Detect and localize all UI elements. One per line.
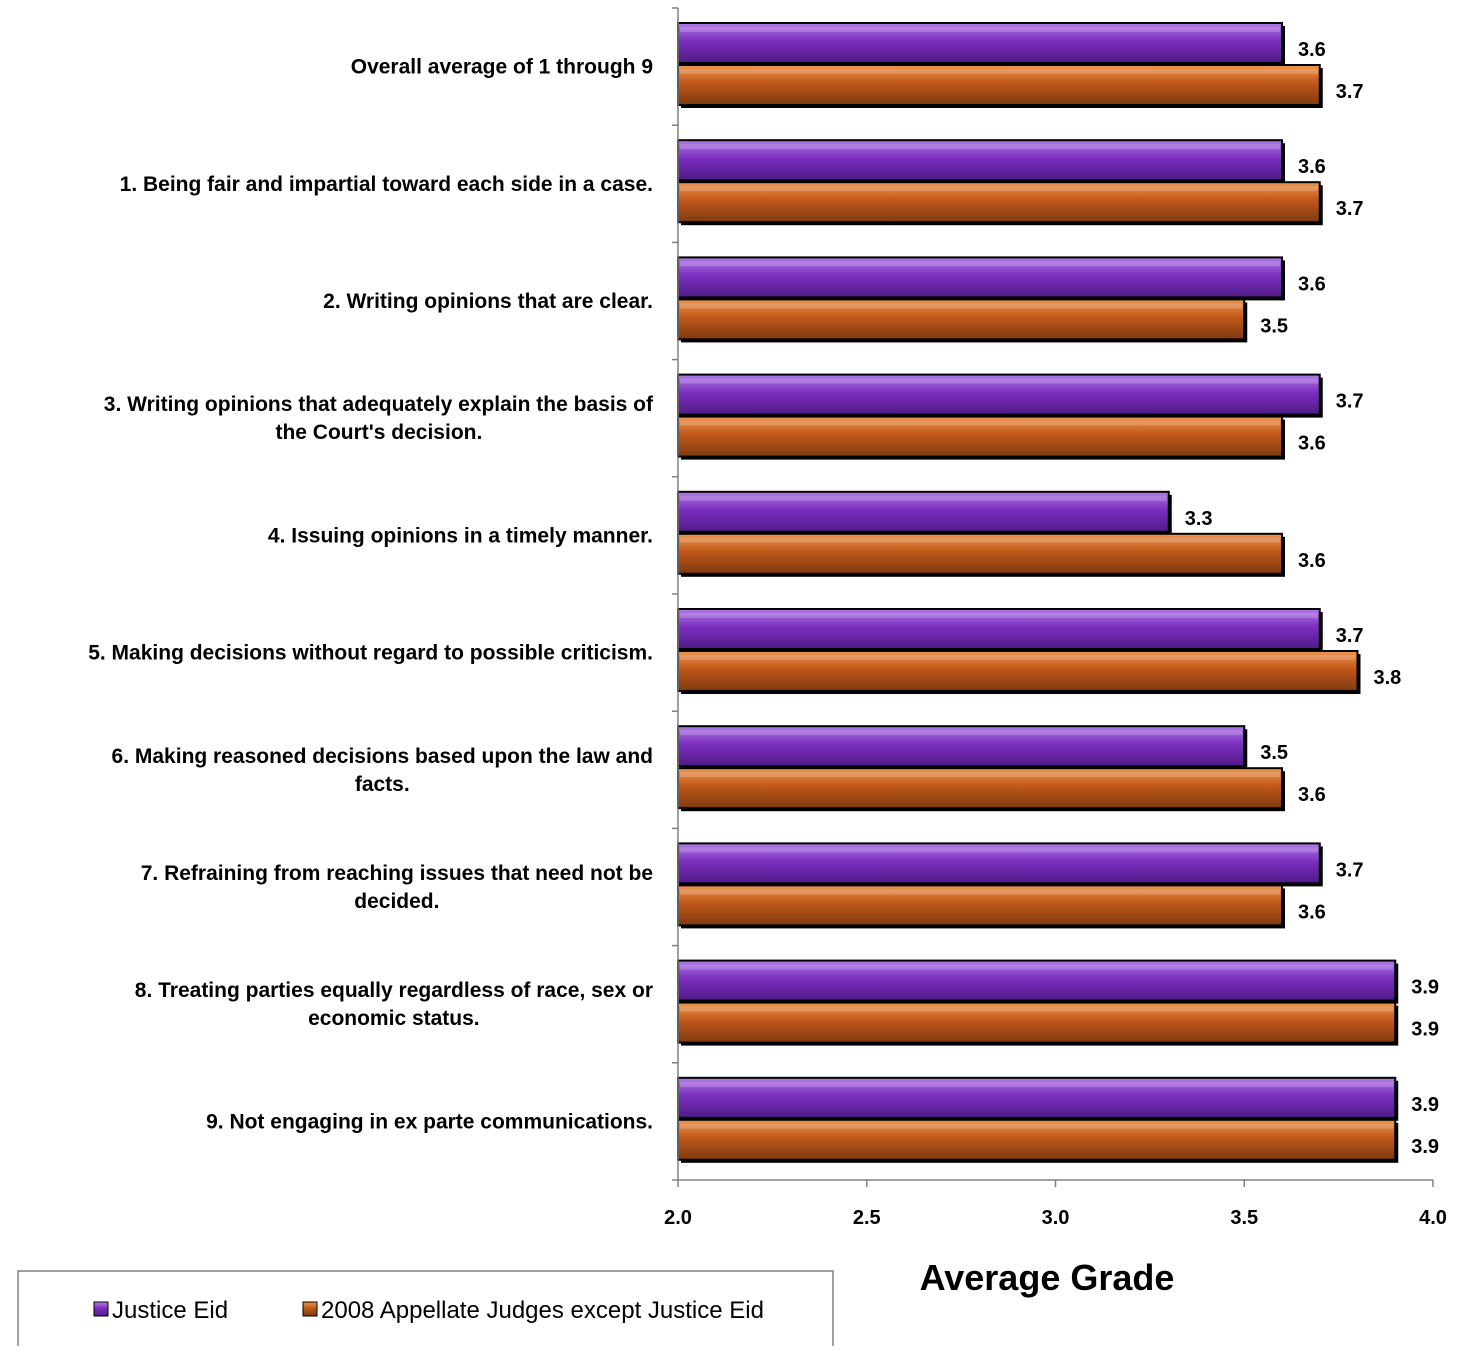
bar-highlight	[680, 495, 1167, 501]
bar-justice-eid-3	[677, 373, 1321, 416]
bar-appellate-judges-9	[677, 1118, 1397, 1161]
legend-swatch-appellate-judges	[302, 1301, 318, 1317]
category-label-8-line-1: economic status.	[308, 1007, 480, 1030]
labels-layer: 3.6 3.7 Overall average of 1 through 9 3.6 3…	[88, 39, 1447, 1229]
category-label-9: 9. Not engaging in ex parte communicatio…	[206, 1110, 653, 1133]
legend-swatch-justice-eid	[93, 1301, 109, 1317]
bar-highlight	[680, 69, 1318, 74]
bar-justice-eid-7	[677, 842, 1321, 885]
value-label-appellate-judges-3: 3.6	[1298, 433, 1326, 455]
bar-justice-eid-1	[677, 139, 1283, 182]
value-label-appellate-judges-4: 3.6	[1298, 550, 1326, 572]
category-label-7-line-0: 7. Refraining from reaching issues that …	[141, 862, 653, 885]
category-label-4: 4. Issuing opinions in a timely manner.	[268, 524, 653, 547]
bar-appellate-judges-2	[677, 298, 1246, 341]
value-label-justice-eid-2: 3.6	[1298, 273, 1326, 295]
x-tick-label-1: 2.5	[853, 1207, 881, 1229]
bar-highlight	[680, 27, 1280, 32]
category-label-1: 1. Being fair and impartial toward each …	[120, 173, 653, 196]
value-label-appellate-judges-6: 3.6	[1298, 784, 1326, 806]
value-label-appellate-judges-5: 3.8	[1374, 667, 1402, 689]
category-label-8-line-0: 8. Treating parties equally regardless o…	[135, 979, 653, 1002]
value-label-justice-eid-3: 3.7	[1336, 391, 1364, 413]
bar-highlight	[680, 303, 1243, 309]
axes-layer	[672, 7, 1434, 1187]
bar-justice-eid-9	[677, 1076, 1397, 1119]
x-tick-label-0: 2.0	[664, 1207, 692, 1229]
category-label-3-line-0: 3. Writing opinions that adequately expl…	[104, 393, 654, 416]
bar-highlight	[680, 964, 1394, 970]
legend-frame	[17, 1270, 834, 1351]
bar-highlight	[680, 261, 1280, 267]
legend: Justice Eid 2008 Appellate Judges except…	[17, 1270, 834, 1351]
bar-highlight	[680, 847, 1318, 853]
bar-appellate-judges-6	[677, 767, 1283, 810]
value-label-appellate-judges-7: 3.6	[1298, 901, 1326, 923]
value-label-appellate-judges-0: 3.7	[1336, 81, 1364, 103]
value-label-justice-eid-7: 3.7	[1336, 859, 1364, 881]
bar-highlight	[680, 1123, 1394, 1129]
value-label-justice-eid-5: 3.7	[1336, 625, 1364, 647]
category-label-5: 5. Making decisions without regard to po…	[88, 642, 653, 665]
bar-highlight	[680, 772, 1280, 778]
bar-appellate-judges-7	[677, 884, 1283, 927]
category-label-7-line-1: decided.	[354, 890, 439, 913]
value-label-appellate-judges-1: 3.7	[1336, 198, 1364, 220]
bar-highlight	[680, 420, 1280, 426]
bar-appellate-judges-5	[677, 650, 1359, 692]
bar-highlight	[680, 1081, 1394, 1087]
bars-layer	[677, 22, 1399, 1163]
value-label-justice-eid-0: 3.6	[1298, 39, 1326, 61]
category-label-0: Overall average of 1 through 9	[351, 56, 653, 79]
value-label-justice-eid-8: 3.9	[1411, 977, 1439, 999]
value-label-appellate-judges-8: 3.9	[1411, 1019, 1439, 1041]
value-label-justice-eid-4: 3.3	[1185, 508, 1213, 530]
bar-highlight	[680, 378, 1318, 384]
category-label-6-line-0: 6. Making reasoned decisions based upon …	[112, 745, 653, 768]
bar-appellate-judges-1	[677, 181, 1321, 224]
value-label-appellate-judges-9: 3.9	[1411, 1136, 1439, 1158]
bar-appellate-judges-8	[677, 1001, 1397, 1044]
value-label-justice-eid-9: 3.9	[1411, 1094, 1439, 1116]
bar-highlight	[680, 144, 1280, 150]
category-label-6-line-1: facts.	[355, 773, 410, 796]
value-label-justice-eid-6: 3.5	[1260, 742, 1288, 764]
x-tick-label-4: 4.0	[1419, 1207, 1447, 1229]
bar-justice-eid-0	[677, 22, 1283, 64]
legend-label-appellate-judges: 2008 Appellate Judges except Justice Eid	[321, 1297, 764, 1324]
value-label-appellate-judges-2: 3.5	[1260, 315, 1288, 337]
x-tick-label-2: 3.0	[1042, 1207, 1070, 1229]
bar-highlight	[680, 613, 1318, 618]
legend-label-justice-eid: Justice Eid	[112, 1297, 228, 1324]
value-label-justice-eid-1: 3.6	[1298, 156, 1326, 178]
bar-appellate-judges-4	[677, 532, 1283, 575]
bar-highlight	[680, 889, 1280, 895]
bar-highlight	[680, 655, 1356, 660]
bar-highlight	[680, 537, 1280, 543]
x-axis-title: Average Grade	[920, 1257, 1175, 1298]
bar-highlight	[680, 730, 1243, 736]
bar-justice-eid-6	[677, 725, 1246, 768]
category-label-2: 2. Writing opinions that are clear.	[323, 290, 653, 313]
bar-highlight	[680, 1006, 1394, 1012]
x-tick-label-3: 3.5	[1230, 1207, 1258, 1229]
bar-justice-eid-5	[677, 608, 1321, 650]
bar-justice-eid-2	[677, 256, 1283, 299]
category-label-3-line-1: the Court's decision.	[275, 421, 482, 444]
bar-highlight	[680, 186, 1318, 192]
